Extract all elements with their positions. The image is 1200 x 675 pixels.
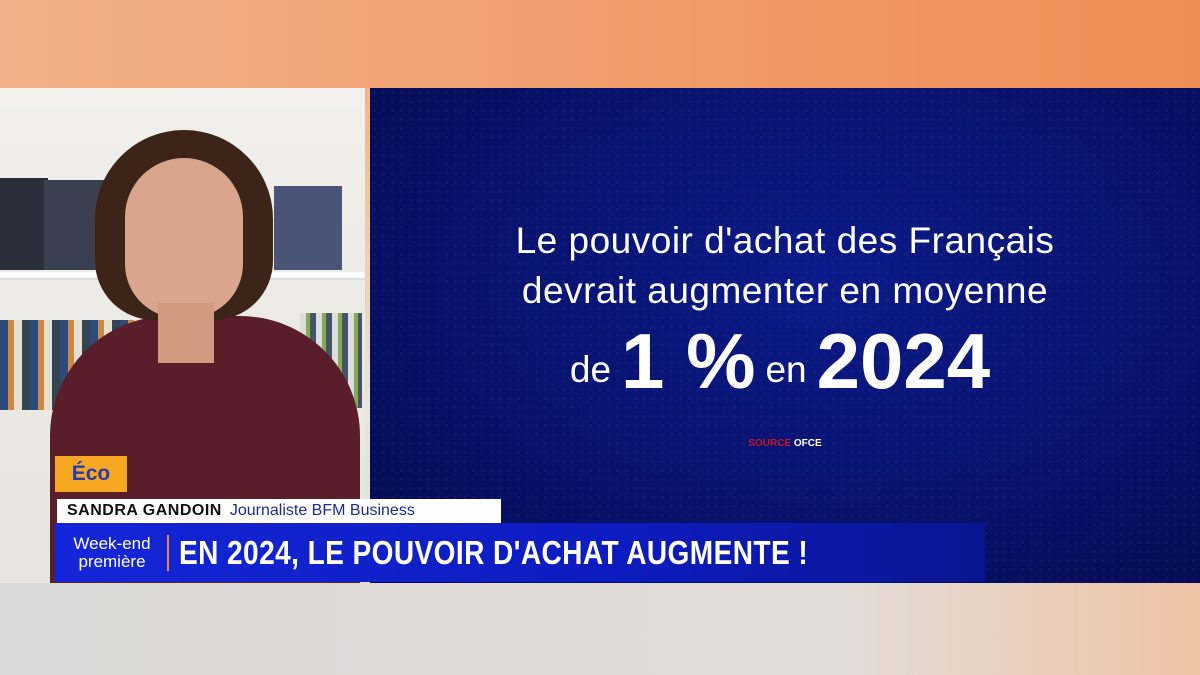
book xyxy=(0,178,48,270)
presenter-face xyxy=(125,158,243,318)
banner-headline: EN 2024, LE POUVOIR D'ACHAT AUGMENTE ! xyxy=(179,533,809,571)
presenter-role: Journaliste BFM Business xyxy=(229,502,415,519)
middle-text: en xyxy=(765,349,807,390)
name-strap: SANDRA GANDOIN Journaliste BFM Business xyxy=(57,499,501,523)
source-label: SOURCE xyxy=(748,438,792,449)
show-name-line-2: première xyxy=(78,551,146,571)
show-name-line-1: Week-end xyxy=(73,533,151,553)
book xyxy=(274,186,342,270)
info-graphic: Le pouvoir d'achat des Français devrait … xyxy=(370,88,1200,583)
source-credit: SOURCE OFCE xyxy=(370,438,1200,449)
headline-line-1: Le pouvoir d'achat des Français xyxy=(515,220,1055,261)
graphic-headline: Le pouvoir d'achat des Français devrait … xyxy=(370,216,1200,316)
headline-banner: Week-end première EN 2024, LE POUVOIR D'… xyxy=(55,523,985,582)
graphic-figure: de 1 % en 2024 xyxy=(370,316,1200,407)
presenter-neck xyxy=(158,303,214,363)
background-top xyxy=(0,0,1200,88)
category-badge: Éco xyxy=(55,456,127,492)
prefix-text: de xyxy=(569,349,612,390)
percent-value: 1 % xyxy=(621,317,756,405)
show-logo: Week-end première xyxy=(57,533,169,571)
background-bottom xyxy=(0,583,1200,675)
source-value: OFCE xyxy=(793,438,822,449)
year-value: 2024 xyxy=(816,317,991,405)
headline-line-2: devrait augmenter en moyenne xyxy=(521,270,1049,311)
presenter-name: SANDRA GANDOIN xyxy=(67,502,222,519)
